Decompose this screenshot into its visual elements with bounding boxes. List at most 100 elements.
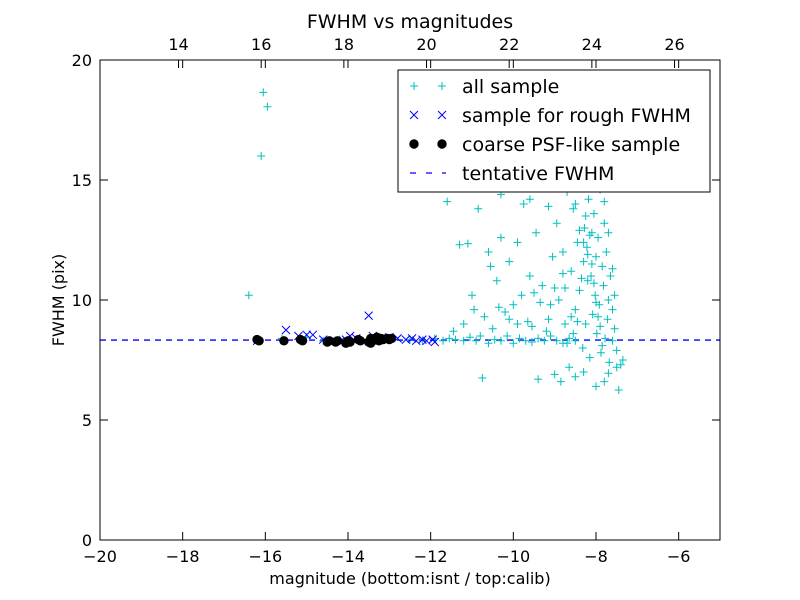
data-point xyxy=(583,250,592,259)
data-point xyxy=(530,288,538,297)
series-coarse-psf-like-sample xyxy=(252,332,397,348)
data-point xyxy=(244,291,253,300)
data-point xyxy=(608,305,617,314)
data-point xyxy=(580,224,589,232)
data-point xyxy=(257,152,266,160)
data-point xyxy=(558,269,567,278)
data-point xyxy=(612,363,621,372)
data-point xyxy=(443,197,452,206)
data-point xyxy=(451,335,460,344)
data-point xyxy=(378,334,388,345)
data-point xyxy=(592,298,600,307)
data-point xyxy=(496,336,505,345)
top-tick-label: 14 xyxy=(168,35,188,54)
data-point xyxy=(513,238,522,247)
y-tick-label: 5 xyxy=(82,411,92,430)
data-point xyxy=(604,296,613,304)
legend-marker-dot xyxy=(409,139,419,149)
data-point xyxy=(496,233,505,242)
data-point xyxy=(525,272,534,280)
data-point xyxy=(583,276,592,285)
top-tick-label: 22 xyxy=(499,35,519,54)
data-point xyxy=(308,330,318,340)
x-tick-label: −16 xyxy=(248,547,282,566)
data-point xyxy=(571,305,580,314)
y-tick-label: 20 xyxy=(72,51,92,70)
data-point xyxy=(488,324,497,333)
legend-marker-x xyxy=(437,110,447,120)
data-point xyxy=(532,228,541,237)
data-point xyxy=(515,334,524,343)
y-axis-label: FWHM (pix) xyxy=(49,254,68,347)
legend-item: sample for rough FWHM xyxy=(409,105,691,127)
y-tick-label: 15 xyxy=(72,171,92,190)
data-point xyxy=(484,339,493,348)
data-point xyxy=(612,346,621,355)
data-point xyxy=(569,329,578,338)
data-point xyxy=(592,382,600,391)
data-point xyxy=(610,291,619,300)
data-point xyxy=(544,202,553,211)
data-point xyxy=(598,341,607,350)
plot-marks xyxy=(100,87,720,394)
legend-marker-dot xyxy=(437,139,447,149)
data-point xyxy=(534,334,543,343)
data-point xyxy=(584,195,593,204)
data-point xyxy=(578,344,587,352)
data-point xyxy=(552,336,561,345)
data-point xyxy=(589,279,598,288)
data-point xyxy=(459,336,468,345)
data-point xyxy=(579,257,588,266)
data-point xyxy=(569,204,578,213)
data-point xyxy=(465,333,474,342)
data-point xyxy=(449,327,458,336)
data-point xyxy=(594,312,603,321)
top-tick-label: 16 xyxy=(251,35,271,54)
data-point xyxy=(582,243,591,252)
data-point xyxy=(603,315,612,324)
data-point xyxy=(525,195,534,204)
data-point xyxy=(505,315,514,324)
data-point xyxy=(558,248,567,256)
legend-item: coarse PSF-like sample xyxy=(409,134,680,156)
data-point xyxy=(252,334,262,345)
legend-label: sample for rough FWHM xyxy=(462,105,691,127)
data-point xyxy=(594,233,603,242)
data-point xyxy=(366,338,376,348)
legend-marker-plus xyxy=(438,82,446,90)
data-point xyxy=(591,291,600,300)
data-point xyxy=(527,322,536,331)
data-point xyxy=(608,336,617,345)
data-point xyxy=(571,372,580,381)
y-tick-label: 0 xyxy=(82,531,92,550)
legend-label: coarse PSF-like sample xyxy=(462,134,680,156)
data-point xyxy=(544,315,553,324)
data-point xyxy=(596,348,605,357)
legend-label: tentative FWHM xyxy=(462,163,614,185)
data-point xyxy=(492,276,501,285)
data-point xyxy=(546,300,555,309)
data-point xyxy=(548,252,557,261)
data-point xyxy=(295,334,306,345)
data-point xyxy=(519,200,528,208)
axes: −20 −18 −16 −14 −12 −10 −8 −6 14 16 18 20 22 24 26 0 5 10… xyxy=(72,35,720,566)
data-point xyxy=(470,305,479,314)
top-tick-label: 24 xyxy=(582,35,602,54)
legend-item: tentative FWHM xyxy=(410,163,614,185)
data-point xyxy=(567,267,576,276)
data-point xyxy=(484,248,493,256)
data-point xyxy=(474,204,483,213)
data-point xyxy=(534,375,543,384)
data-point xyxy=(259,88,268,97)
data-point xyxy=(538,281,547,290)
data-point xyxy=(561,284,569,292)
data-point xyxy=(567,312,576,321)
data-point xyxy=(523,317,532,326)
data-point xyxy=(542,327,551,336)
data-point xyxy=(573,317,582,326)
data-point xyxy=(501,308,510,316)
data-point xyxy=(599,281,608,290)
data-point xyxy=(490,335,499,344)
data-point xyxy=(552,219,561,228)
data-point xyxy=(536,298,545,307)
